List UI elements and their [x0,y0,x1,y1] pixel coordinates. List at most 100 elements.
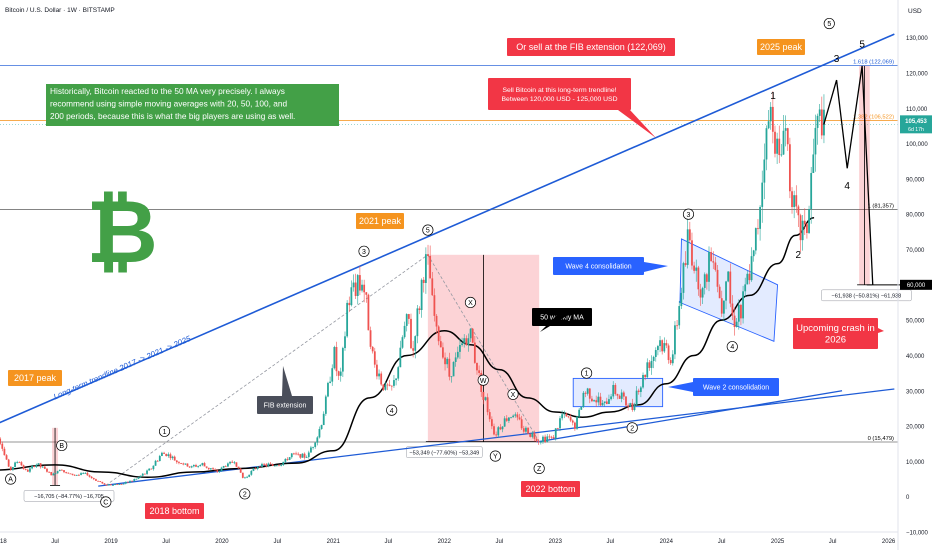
candle-body [550,436,553,438]
bitcoin-logo-icon: ₿ [86,182,158,281]
candle-body [26,469,29,472]
wave-mark-circle [626,422,638,434]
candle-body [397,367,400,379]
x-tick-label: 2024 [660,539,674,545]
wave-mark-label: 5 [426,228,430,235]
candle-body [486,397,489,413]
candle-body [642,374,644,388]
wave2-label-box [693,378,779,396]
candle-body [806,224,808,233]
candle-body [788,144,791,192]
candle-body [352,282,355,288]
candle-body [367,294,370,331]
wave-mark-circle [507,388,519,400]
candle-body [780,154,783,156]
candle-body [782,130,785,155]
x-tick-label: 2019 [104,539,118,545]
candle-body [582,392,585,407]
wave-mark-circle [464,296,476,309]
y-tick-label: 80,000 [906,213,925,219]
wave4-consolidation-box [679,238,779,342]
candle-body [508,417,510,421]
candle-body [522,428,525,432]
candle-body [384,384,387,390]
candle-body [129,480,131,483]
trendline-sell-label: Sell Bitcoin at this long-term trendline… [502,87,618,103]
candle-body [708,252,710,282]
candle-body [723,300,725,314]
candle-body [812,154,815,174]
candle-body [263,463,266,465]
candle-body [503,418,506,427]
candle-body [471,328,474,343]
candle-body [80,473,82,475]
wave-mark-label: 3 [834,54,840,65]
candle-body [163,452,165,454]
drop-measure-label-box [23,490,115,502]
trendline-lower-2022 [536,390,843,443]
candle-body [131,480,134,482]
wave-mark-circle [533,462,545,474]
candle-body [150,468,153,470]
wave-mark-circle [422,224,434,236]
candle-body [712,261,715,263]
candle-body [637,390,640,392]
candle-body [650,360,653,368]
currency-label: USD [908,8,922,15]
candle-body [24,469,27,470]
candle-body [116,484,119,485]
candle-body [561,414,564,419]
candle-body [616,394,619,396]
candle-body [720,298,723,314]
x-tick-label: 2018 [0,539,7,545]
candle-body [484,397,487,400]
candle-body [761,182,764,207]
candle-body [144,473,146,475]
wave-mark-label: 3 [687,212,691,219]
wave-mark-circle [581,367,593,379]
candle-body [563,413,566,415]
candle-body [693,265,696,271]
candle-body [520,419,523,429]
candle-body [152,465,155,470]
candle-body [52,473,55,476]
candle-body [307,452,310,457]
candle-body [290,453,293,458]
candle-body [265,464,268,467]
candle-body [318,429,321,438]
candle-body [382,384,385,390]
candle-body [335,347,338,372]
wave-mark-label: 3 [362,249,366,256]
candle-body [648,362,651,368]
wave-mark-label: 4 [844,181,850,192]
candle-body [418,308,421,311]
candle-body [267,463,270,467]
x-tick-label: Jul [162,539,170,545]
candle-body [501,426,504,430]
candle-body [754,228,757,251]
candle-body [554,428,557,439]
x-tick-label: Jul [274,539,282,545]
candle-body [161,452,163,456]
candle-body [493,426,495,435]
candle-body [386,384,389,386]
candle-body [740,304,742,319]
candle-body [256,466,259,469]
candle-body [65,472,68,473]
candle-body [573,422,576,429]
candle-body [795,195,798,207]
candle-body [380,373,383,385]
candle-body [442,347,444,358]
candle-body [12,467,14,470]
candle-body [473,342,476,363]
candle-body [288,457,291,460]
candle-body [801,220,804,241]
candle-body [73,474,76,476]
y-tick-label: 20,000 [906,425,925,431]
x-tick-label: 2020 [215,539,229,545]
candle-body [420,279,423,311]
candle-body [103,483,106,485]
candle-body [33,466,36,467]
candle-body [3,448,6,456]
